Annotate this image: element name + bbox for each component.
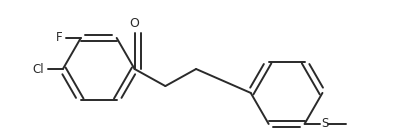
Text: S: S [322, 117, 329, 130]
Text: Cl: Cl [32, 63, 44, 75]
Text: O: O [130, 17, 140, 30]
Text: F: F [55, 31, 62, 44]
